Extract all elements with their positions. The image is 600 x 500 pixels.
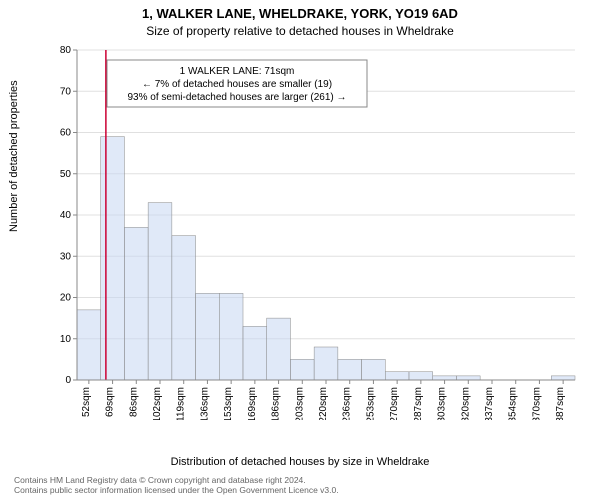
svg-text:253sqm: 253sqm [365,387,376,420]
svg-text:52sqm: 52sqm [81,387,92,417]
histogram-bar [219,293,243,380]
histogram-bar [77,310,101,380]
histogram-bar [409,372,433,380]
histogram-bar [148,203,172,380]
svg-text:69sqm: 69sqm [105,387,116,417]
svg-text:70: 70 [60,86,72,97]
svg-text:370sqm: 370sqm [531,387,542,420]
svg-text:10: 10 [60,334,72,345]
svg-text:220sqm: 220sqm [318,387,329,420]
svg-text:0: 0 [65,375,71,386]
svg-text:80: 80 [60,45,72,56]
svg-text:30: 30 [60,251,72,262]
chart-title-address: 1, WALKER LANE, WHELDRAKE, YORK, YO19 6A… [0,6,600,21]
histogram-bar [101,137,125,380]
svg-text:20: 20 [60,293,72,304]
svg-text:60: 60 [60,128,72,139]
annotation-line: ← 7% of detached houses are smaller (19) [142,79,332,90]
histogram-bar [314,347,338,380]
histogram-bar [172,236,196,380]
svg-text:303sqm: 303sqm [437,387,448,420]
annotation-line: 1 WALKER LANE: 71sqm [180,66,295,77]
svg-text:153sqm: 153sqm [223,387,234,420]
svg-text:287sqm: 287sqm [413,387,424,420]
svg-text:203sqm: 203sqm [294,387,305,420]
svg-text:186sqm: 186sqm [271,387,282,420]
histogram-bar [385,372,409,380]
svg-text:320sqm: 320sqm [460,387,471,420]
svg-text:40: 40 [60,210,72,221]
chart-title-subtitle: Size of property relative to detached ho… [0,24,600,38]
svg-text:337sqm: 337sqm [484,387,495,420]
svg-text:86sqm: 86sqm [128,387,139,417]
histogram-bar [243,326,267,380]
attribution-footer: Contains HM Land Registry data © Crown c… [14,476,339,496]
svg-text:102sqm: 102sqm [152,387,163,420]
histogram-bar [124,227,148,380]
svg-text:354sqm: 354sqm [508,387,519,420]
x-axis-label: Distribution of detached houses by size … [0,456,600,468]
svg-text:119sqm: 119sqm [176,387,187,420]
histogram-bar [551,376,575,380]
annotation-line: 93% of semi-detached houses are larger (… [127,92,346,103]
svg-text:50: 50 [60,169,72,180]
histogram-bar [362,359,386,380]
histogram-bar [267,318,291,380]
histogram-bar [433,376,457,380]
histogram-plot: 1 WALKER LANE: 71sqm ← 7% of detached hou… [57,44,581,420]
chart-container: 1, WALKER LANE, WHELDRAKE, YORK, YO19 6A… [0,0,600,500]
svg-text:387sqm: 387sqm [555,387,566,420]
footer-line-2: Contains public sector information licen… [14,486,339,496]
y-axis-label: Number of detached properties [8,80,20,232]
histogram-bar [196,293,220,380]
histogram-bar [338,359,362,380]
svg-text:270sqm: 270sqm [389,387,400,420]
svg-text:169sqm: 169sqm [247,387,258,420]
svg-text:236sqm: 236sqm [342,387,353,420]
svg-text:136sqm: 136sqm [199,387,210,420]
histogram-bar [290,359,314,380]
histogram-bar [456,376,480,380]
